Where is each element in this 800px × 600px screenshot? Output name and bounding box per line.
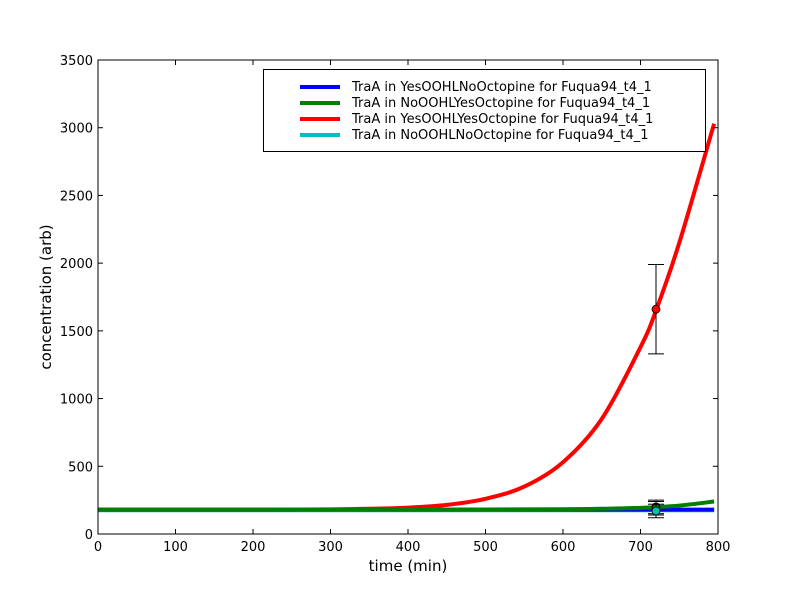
legend-label: TraA in NoOOHLNoOctopine for Fuqua94_t4_… xyxy=(352,127,649,143)
y-tick-label: 1500 xyxy=(60,325,93,340)
x-tick-label: 600 xyxy=(551,540,576,555)
legend-label: TraA in YesOOHLYesOctopine for Fuqua94_t… xyxy=(352,111,654,127)
x-tick-label: 100 xyxy=(163,540,188,555)
legend-swatch xyxy=(300,85,340,89)
y-tick-label: 1000 xyxy=(60,393,93,408)
x-tick-label: 200 xyxy=(241,540,266,555)
series-line xyxy=(97,123,717,512)
error-bars xyxy=(648,263,664,519)
y-tick-label: 3000 xyxy=(60,122,93,137)
y-tick-label: 2500 xyxy=(60,189,93,204)
legend-swatch xyxy=(300,101,340,105)
legend-swatch xyxy=(300,117,340,121)
data-point-marker xyxy=(651,304,661,314)
x-tick-label: 800 xyxy=(706,540,731,555)
series-line xyxy=(97,499,715,512)
legend: TraA in YesOOHLNoOctopine for Fuqua94_t4… xyxy=(263,69,706,152)
y-tick-label: 2000 xyxy=(60,257,93,272)
y-tick-label: 500 xyxy=(68,460,93,475)
legend-item: TraA in NoOOHLNoOctopine for Fuqua94_t4_… xyxy=(300,126,649,144)
data-point-marker xyxy=(651,506,661,516)
legend-swatch xyxy=(300,133,340,137)
y-tick-label: 3500 xyxy=(60,54,93,69)
legend-item: TraA in YesOOHLNoOctopine for Fuqua94_t4… xyxy=(300,78,652,96)
x-axis-label: time (min) xyxy=(369,557,448,575)
legend-label: TraA in NoOOHLYesOctopine for Fuqua94_t4… xyxy=(352,95,651,111)
x-tick-label: 0 xyxy=(94,540,102,555)
y-tick-label: 0 xyxy=(85,528,93,543)
y-axis-label: concentration (arb) xyxy=(37,224,55,369)
x-tick-label: 700 xyxy=(628,540,653,555)
legend-item: TraA in NoOOHLYesOctopine for Fuqua94_t4… xyxy=(300,94,650,112)
legend-item: TraA in YesOOHLYesOctopine for Fuqua94_t… xyxy=(300,110,653,128)
y-axis-ticks: 0 500 1000 1500 2000 2500 3000 3500 xyxy=(60,54,718,543)
x-tick-label: 500 xyxy=(473,540,498,555)
plot-lines xyxy=(97,123,717,513)
legend-label: TraA in YesOOHLNoOctopine for Fuqua94_t4… xyxy=(352,79,652,95)
x-tick-label: 300 xyxy=(318,540,343,555)
x-axis-ticks: 0 100 200 300 400 500 600 700 800 xyxy=(94,60,731,555)
x-tick-label: 400 xyxy=(396,540,421,555)
